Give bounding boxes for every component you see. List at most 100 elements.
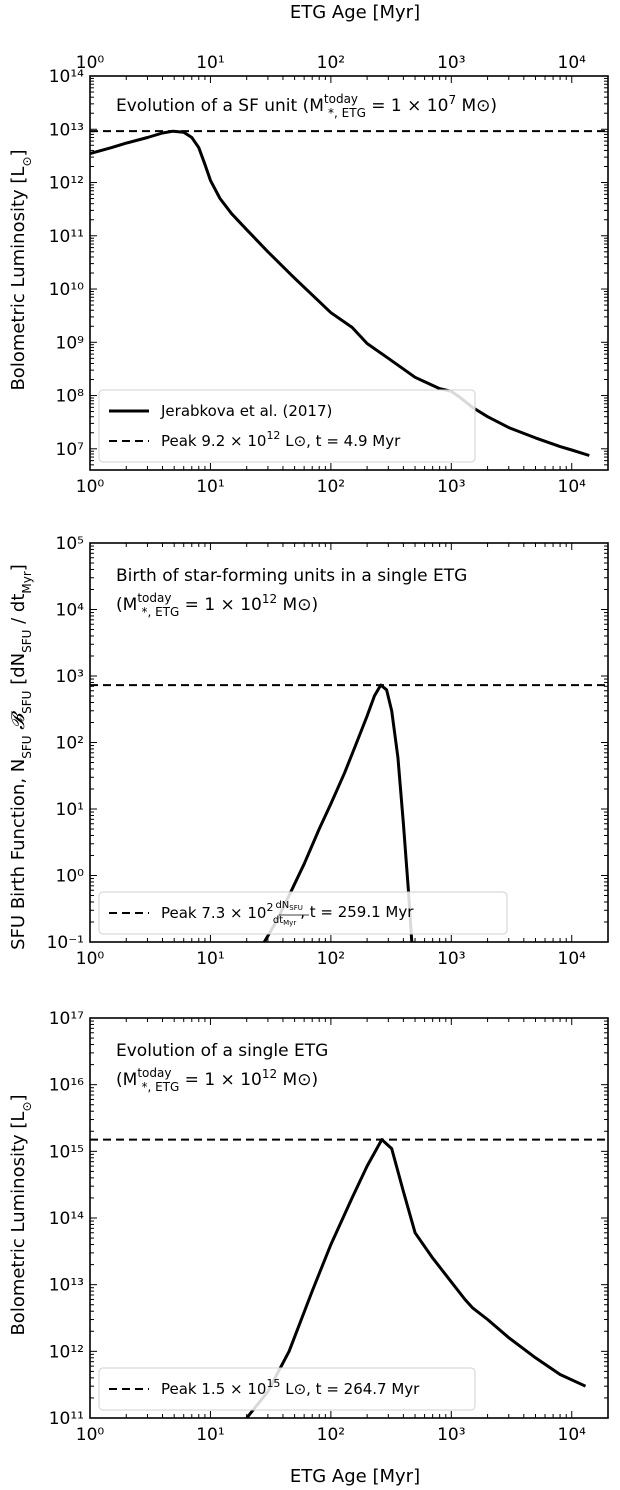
title-part: (M [116,1070,137,1090]
x-tick-label: 10¹ [196,949,224,969]
y-tick-label: 10¹⁷ [49,1009,84,1029]
x-tick-label-top: 10⁰ [76,53,105,73]
legend-sup: 12 [266,429,280,442]
y-tick-label: 10¹⁵ [49,1142,84,1162]
legend-part: L⊙, t = 4.9 Myr [280,432,401,450]
y-tick-label: 10¹⁴ [49,1209,84,1229]
title-part: M⊙) [456,96,497,116]
y-tick-label: 10⁵ [56,534,84,554]
ylabel-top-panel: Bolometric Luminosity [L⊙] [8,149,34,390]
x-tick-label: 10⁴ [558,477,587,497]
y-tick-label: 10¹⁴ [49,67,84,87]
legend-sup: 15 [266,1377,280,1390]
ylabel-bottom-close: ] [8,1094,29,1101]
y-tick-label: 10⁸ [56,387,85,407]
legend-label: Peak 1.5 × 1015 L⊙, t = 264.7 Myr [161,1377,420,1398]
title-sub: *, ETG [328,106,366,120]
legend-box [98,891,508,935]
legend-frac-den: dt [273,915,283,926]
panel-etg-luminosity: 10⁰ 10¹ 10² 10³ 10⁴ 10¹¹ 10¹² 10¹³ 10¹⁴ 10¹⁵ 10¹⁶ 1… [49,1009,609,1445]
x-tick-label-top: 10² [317,53,345,73]
ylabel-top-sun-sub: ⊙ [20,156,34,166]
x-tick-label: 10⁰ [76,477,105,497]
x-tick-label: 10⁰ [76,949,105,969]
legend-part: Peak 9.2 × 10 [161,432,266,450]
ylabel-mid-sub3: SFU [20,630,34,653]
title-sup: 12 [262,1067,277,1081]
x-tick-label: 10² [317,1425,345,1445]
x-tick-label: 10³ [437,949,465,969]
panel-title-line1: Birth of star-forming units in a single … [116,566,467,586]
legend-part: L⊙, t = 264.7 Myr [280,1380,420,1398]
x-tick-label-top: 10⁴ [558,53,587,73]
panel-sfu-birth-function: 10⁰ 10¹ 10² 10³ 10⁴10⁻¹10⁰10¹10²10³10⁴10⁵Bir… [47,534,609,969]
y-tick-label: 10⁴ [56,601,85,621]
y-tick-label: 10¹¹ [49,1409,84,1429]
legend-frac-num-sub: SFU [289,904,303,912]
x-tick-label: 10⁴ [558,1425,587,1445]
y-tick-label: 10¹¹ [49,227,84,247]
ylabel-top-text: Bolometric Luminosity [L [8,167,29,391]
ylabel-mid-part3: [dN [8,653,29,691]
panel-title-line1: Evolution of a single ETG [116,1041,328,1061]
legend-frac-num: dN [275,900,289,911]
ylabel-mid-sub1: SFU [20,735,34,758]
x-tick-label-top: 10³ [437,53,465,73]
panel-title-line2: (Mtoday *, ETG = 1 × 1012 M⊙) [116,1066,318,1094]
legend-part: Peak 1.5 × 10 [161,1380,266,1398]
panel-title-line2: (Mtoday *, ETG = 1 × 1012 M⊙) [116,591,318,619]
y-tick-label: 10⁹ [56,333,85,353]
title-part: = 1 × 10 [366,96,449,116]
x-tick-label: 10⁴ [558,949,587,969]
ylabel-mid-sub2: SFU [20,691,34,714]
ylabel-bottom-panel: Bolometric Luminosity [L⊙] [8,1094,34,1335]
title-part: = 1 × 10 [179,1070,262,1090]
ylabel-top-close: ] [8,149,29,156]
y-tick-label: 10¹² [49,1342,84,1362]
legend-frac-den-sub: Myr [283,919,296,927]
y-tick-label: 10² [56,734,84,754]
ylabel-middle-panel: SFU Birth Function, NSFU 𝓑SFU [dNSFU / d… [8,564,34,950]
legend-sup: 2 [266,901,273,914]
x-tick-label: 10² [317,477,345,497]
series-line [245,1138,587,1418]
title-part: M⊙) [277,1070,318,1090]
y-tick-label: 10¹³ [49,120,84,140]
legend-label: Peak 7.3 × 102 dNSFU dtMyr , t = 259.1 Myr [161,900,414,927]
legend-box [98,389,476,463]
x-tick-label: 10⁰ [76,1425,105,1445]
top-axis-label: ETG Age [Myr] [290,2,420,23]
x-tick-label: 10³ [437,1425,465,1445]
series-line [263,683,414,942]
title-sub: *, ETG [141,605,179,619]
x-tick-label: 10¹ [196,1425,224,1445]
y-tick-label: 10¹ [56,800,84,820]
y-tick-label: 10³ [56,667,84,687]
y-tick-label: 10¹⁰ [49,280,84,300]
ylabel-bottom-text: Bolometric Luminosity [L [8,1112,29,1336]
legend-label: Jerabkova et al. (2017) [160,402,332,420]
ylabel-mid-sub4: Myr [20,571,34,593]
panel-sf-unit-luminosity: 10⁰ 10⁰ 10¹ 10¹ 10² 10² 10³ 10³ 10⁴ 10⁴ 10⁷ 10⁸ 10⁹ 1… [49,53,609,497]
bottom-axis-label: ETG Age [Myr] [290,1466,420,1487]
x-tick-label: 10² [317,949,345,969]
title-part: M⊙) [277,595,318,615]
title-part: = 1 × 10 [179,595,262,615]
legend-part: , t = 259.1 Myr [300,903,414,921]
title-sub: *, ETG [141,1080,179,1094]
title-part: Evolution of a SF unit (M [116,96,324,116]
ylabel-mid-part2: 𝓑 [8,711,29,736]
ylabel-mid-part5: ] [8,564,29,571]
y-tick-label: 10⁷ [56,440,85,460]
panel-title: Evolution of a SF unit (Mtoday *, ETG = 1… [116,92,497,120]
y-tick-label: 10¹³ [49,1276,84,1296]
ylabel-mid-part4: / dt [8,594,29,630]
ylabel-mid-part1: SFU Birth Function, N [8,759,29,950]
x-tick-label: 10¹ [196,477,224,497]
y-tick-label: 10¹² [49,174,84,194]
legend-part: Peak 7.3 × 10 [161,904,266,922]
y-tick-label: 10¹⁶ [49,1076,84,1096]
legend-box [98,1367,476,1411]
title-sup: today [324,92,358,106]
